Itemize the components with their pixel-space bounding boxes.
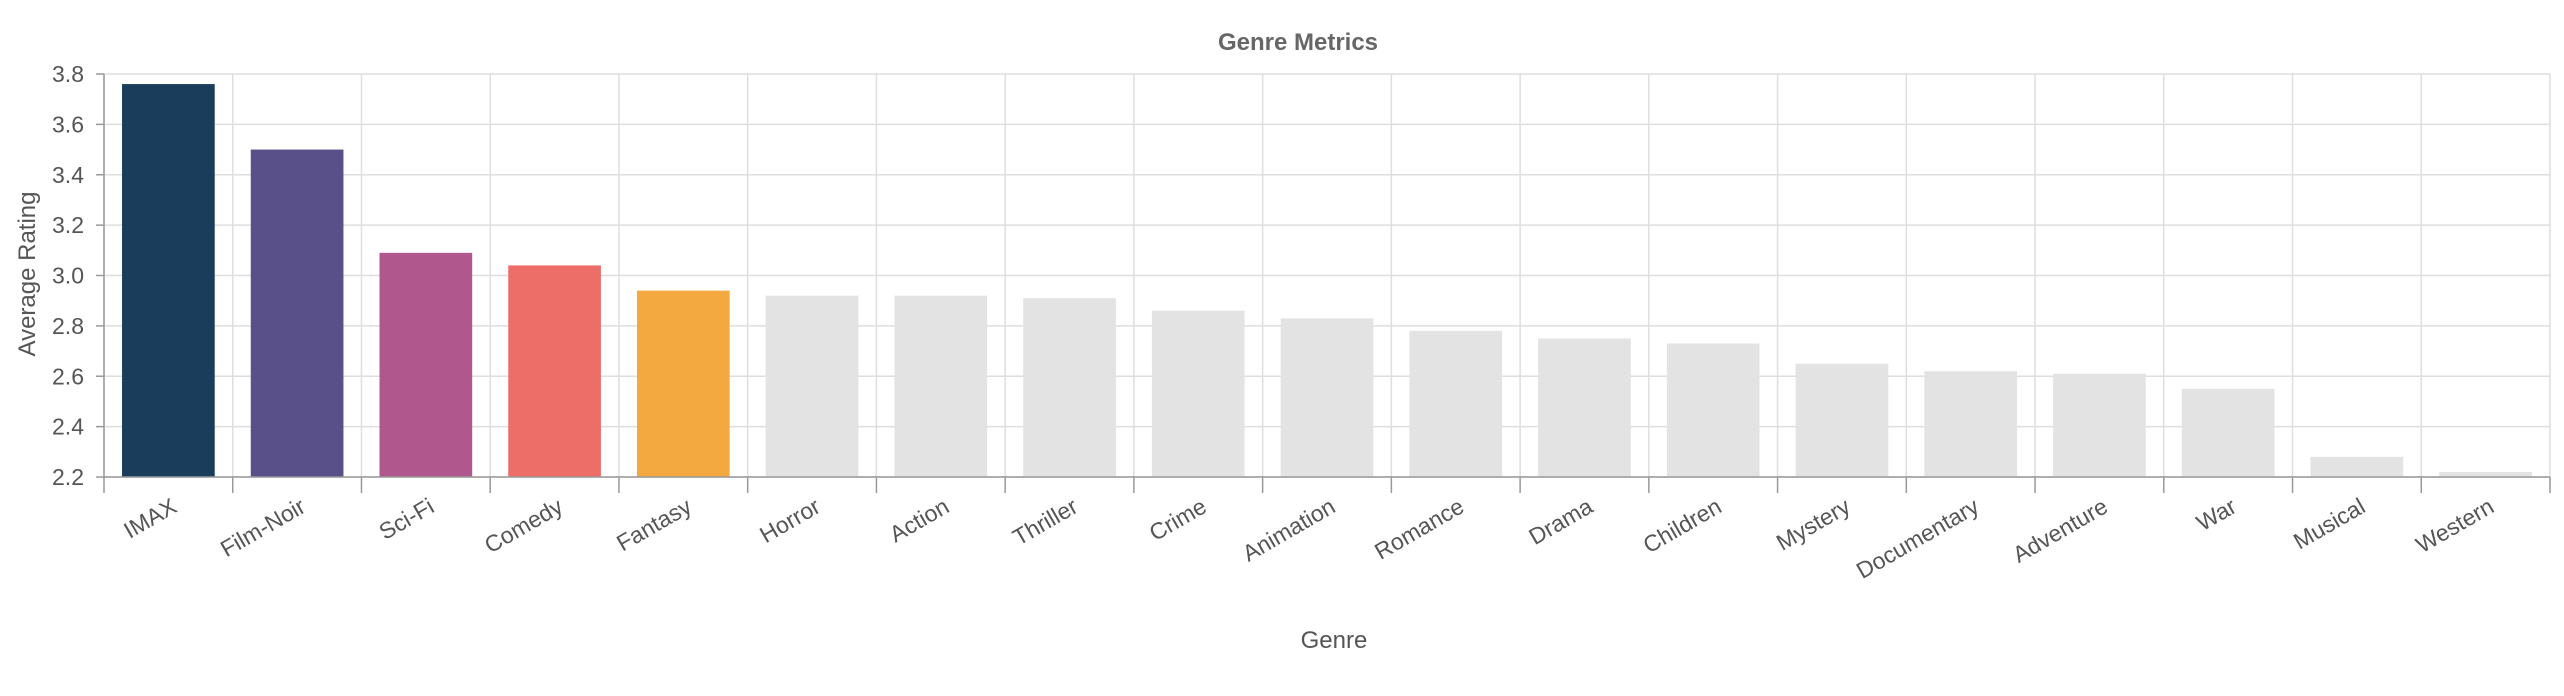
- bar-musical[interactable]: [2310, 456, 2404, 477]
- x-tick-label: Action: [885, 493, 953, 547]
- x-tick-label: War: [2192, 493, 2241, 536]
- x-tick-label: Film-Noir: [216, 493, 310, 562]
- x-tick-label: Mystery: [1772, 493, 1855, 556]
- bar-action[interactable]: [894, 295, 988, 477]
- x-tick-label: Drama: [1524, 493, 1597, 550]
- y-tick-label: 3.2: [52, 212, 84, 238]
- x-tick-label: Thriller: [1008, 493, 1082, 551]
- bar-romance[interactable]: [1409, 330, 1503, 477]
- x-tick-label: Romance: [1370, 493, 1468, 565]
- bar-animation[interactable]: [1280, 318, 1374, 477]
- y-tick-label: 3.6: [52, 111, 84, 137]
- x-tick-label: Documentary: [1852, 493, 1984, 584]
- x-tick-label: Western: [2411, 493, 2498, 558]
- x-axis-title: Genre: [1301, 627, 1368, 654]
- x-tick-label: Crime: [1145, 493, 1211, 546]
- bar-drama[interactable]: [1538, 338, 1631, 477]
- bar-fantasy[interactable]: [636, 290, 730, 477]
- x-tick-label: Adventure: [2008, 493, 2112, 568]
- y-tick-label: 2.2: [52, 464, 84, 490]
- x-tick-label: Animation: [1238, 493, 1340, 567]
- y-tick-labels: 2.2 2.4 2.6 2.8 3.0 3.2 3.4 3.6 3.8: [52, 61, 84, 490]
- bar-children[interactable]: [1666, 343, 1760, 477]
- bar-thriller[interactable]: [1023, 298, 1116, 477]
- bars: [122, 84, 2532, 477]
- bar-comedy[interactable]: [508, 265, 601, 477]
- bar-film-noir[interactable]: [250, 149, 344, 477]
- y-tick-label: 3.8: [52, 61, 84, 87]
- y-tick-label: 2.6: [52, 363, 84, 389]
- chart-title: Genre Metrics: [1218, 29, 1378, 56]
- y-tick-label: 3.0: [52, 263, 84, 289]
- bar-horror[interactable]: [765, 295, 859, 477]
- x-tick-label: Comedy: [480, 493, 568, 559]
- x-tick-label: Musical: [2289, 493, 2370, 555]
- y-tick-label: 2.4: [52, 414, 84, 440]
- bar-crime[interactable]: [1151, 310, 1245, 477]
- axes: [96, 73, 2551, 493]
- x-tick-label: Children: [1639, 493, 1726, 558]
- x-tick-labels: IMAX Film-Noir Sci-Fi Comedy Fantasy Horror Ac…: [119, 493, 2498, 584]
- y-axis-title: Average Rating: [14, 192, 41, 357]
- bar-mystery[interactable]: [1795, 363, 1889, 477]
- bar-imax[interactable]: [122, 84, 215, 477]
- bar-sci-fi[interactable]: [379, 252, 473, 477]
- bar-war[interactable]: [2181, 388, 2275, 477]
- bar-western[interactable]: [2439, 471, 2532, 477]
- x-tick-label: Fantasy: [612, 493, 696, 557]
- y-tick-label: 2.8: [52, 313, 84, 339]
- bar-adventure[interactable]: [2053, 373, 2146, 477]
- y-tick-label: 3.4: [52, 162, 84, 188]
- x-tick-label: IMAX: [119, 493, 181, 544]
- x-tick-label: Sci-Fi: [374, 493, 438, 545]
- x-tick-label: Horror: [755, 493, 825, 548]
- bar-documentary[interactable]: [1924, 371, 2018, 477]
